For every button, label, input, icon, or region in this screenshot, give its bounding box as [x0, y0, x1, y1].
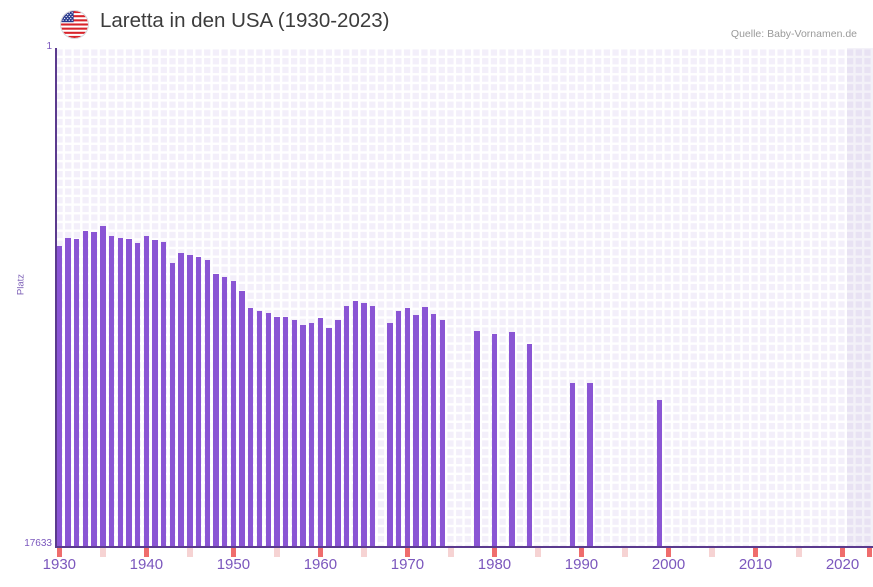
bar [422, 306, 428, 547]
x-axis-tick-label: 2010 [738, 556, 773, 573]
bar [239, 291, 245, 547]
bar [309, 322, 315, 547]
bar [100, 226, 106, 547]
x-tick-major [866, 548, 872, 557]
x-tick-minor [187, 548, 193, 557]
bar [326, 328, 332, 547]
x-tick-major [839, 548, 846, 557]
x-axis-line [55, 546, 873, 548]
bar [491, 333, 498, 547]
x-axis-tick-label: 1980 [477, 556, 512, 573]
bar [195, 257, 202, 547]
bar [91, 231, 97, 547]
x-tick-major [317, 548, 324, 557]
x-axis-tick-label: 1960 [303, 556, 338, 573]
plot-area [55, 48, 873, 547]
x-tick-major [404, 548, 411, 557]
bar [213, 274, 219, 547]
bar [204, 260, 210, 547]
bar [526, 343, 532, 547]
x-tick-minor [100, 548, 106, 557]
x-tick-minor [274, 548, 280, 557]
bar [474, 330, 480, 547]
bar [570, 383, 576, 547]
bar [82, 230, 89, 547]
x-tick-minor [709, 548, 715, 557]
bar [74, 239, 80, 547]
bar [230, 281, 237, 547]
y-axis-tick-bottom: 17633 [24, 538, 52, 549]
bar [335, 319, 341, 547]
bar [317, 318, 324, 547]
bar [143, 236, 150, 547]
bar [265, 312, 271, 547]
bar [282, 316, 289, 547]
bar [248, 308, 254, 547]
x-tick-minor [535, 548, 541, 557]
bar [108, 236, 115, 547]
bar [65, 237, 71, 547]
bar [404, 308, 411, 547]
bar [274, 316, 280, 547]
bar [387, 322, 393, 547]
x-tick-major [491, 548, 498, 557]
x-tick-major [230, 548, 237, 557]
x-tick-major [752, 548, 759, 557]
bar [300, 325, 306, 547]
bar [178, 253, 184, 547]
bar [126, 239, 132, 547]
bar [439, 319, 445, 547]
x-tick-minor [361, 548, 367, 557]
bar [587, 383, 593, 547]
x-tick-major [665, 548, 672, 557]
bar [187, 254, 193, 547]
bar [657, 400, 663, 547]
bar [361, 302, 367, 547]
x-axis-tick-label: 2020 [825, 556, 860, 573]
us-flag-icon [61, 11, 88, 38]
bars-container [55, 48, 873, 547]
bar [221, 277, 228, 547]
chart-header: Laretta in den USA (1930-2023) Quelle: B… [0, 0, 873, 46]
x-tick-major [143, 548, 150, 557]
x-tick-major [578, 548, 585, 557]
x-axis-tick-label: 1990 [564, 556, 599, 573]
bar [291, 319, 297, 547]
x-tick-minor [448, 548, 454, 557]
bar [169, 263, 176, 547]
future-years-shaded-region [846, 48, 873, 547]
bar [152, 240, 158, 547]
bar [343, 305, 350, 547]
x-axis-tick-label: 1930 [42, 556, 77, 573]
y-axis-tick-top: 1 [46, 41, 52, 52]
x-axis-tick-label: 1970 [390, 556, 425, 573]
bar [430, 314, 437, 547]
bar [396, 311, 402, 547]
bar [56, 246, 63, 547]
chart-title: Laretta in den USA (1930-2023) [100, 9, 390, 32]
y-axis-line [55, 48, 57, 547]
x-tick-major [56, 548, 63, 557]
x-axis-tick-label: 1950 [216, 556, 251, 573]
bar [413, 315, 419, 547]
x-tick-minor [622, 548, 628, 557]
bar [134, 243, 141, 547]
bar [352, 301, 358, 547]
x-tick-minor [796, 548, 802, 557]
chart-source-label: Quelle: Baby-Vornamen.de [730, 28, 857, 40]
bar [369, 305, 376, 547]
x-axis-tick-label: 2000 [651, 556, 686, 573]
bar [117, 237, 123, 547]
y-axis-title: Platz [15, 273, 27, 296]
bar [161, 241, 167, 547]
x-axis-tick-label: 1940 [129, 556, 164, 573]
bar [256, 311, 263, 547]
bar [509, 332, 515, 547]
